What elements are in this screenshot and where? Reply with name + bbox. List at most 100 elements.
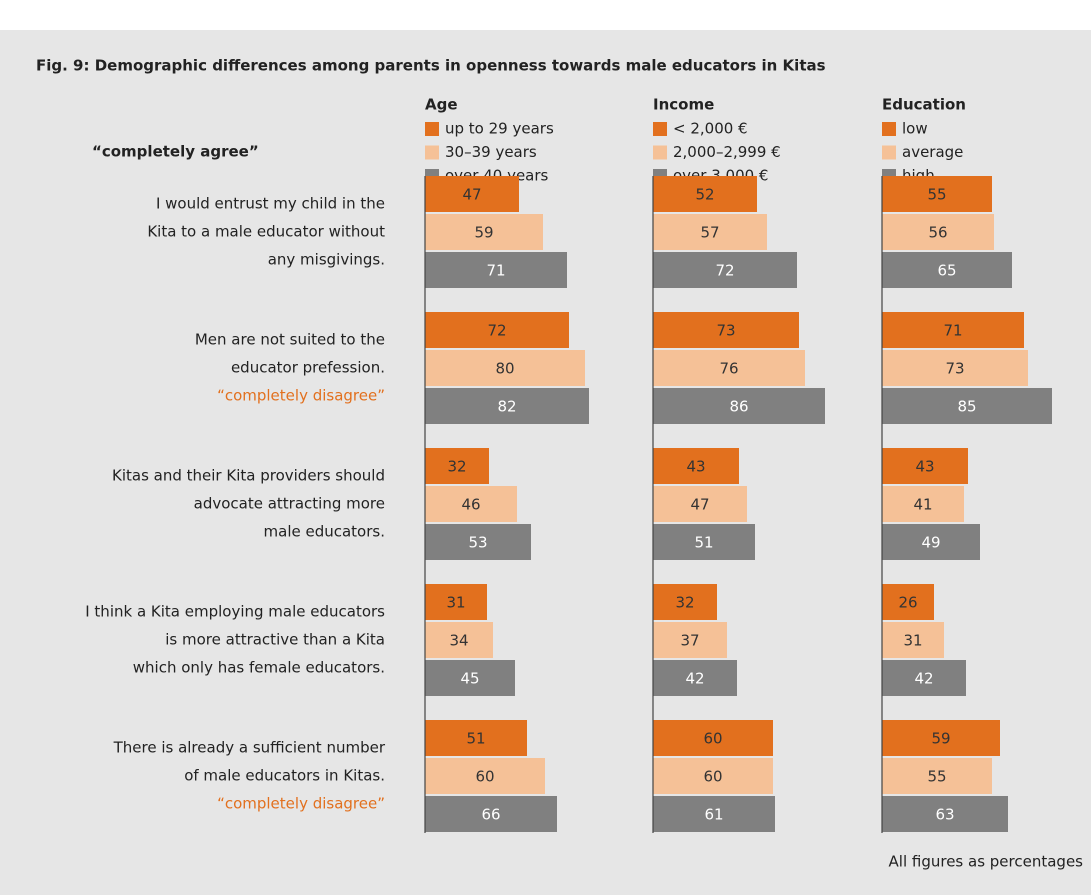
bar: [425, 660, 515, 696]
legend-swatch: [425, 122, 439, 136]
value-label: 51: [694, 534, 713, 552]
value-label: 71: [486, 262, 505, 280]
bar: [882, 796, 1008, 832]
value-label: 55: [927, 186, 946, 204]
value-label: 42: [685, 670, 704, 688]
bar: [653, 758, 773, 794]
value-label: 85: [957, 398, 976, 416]
category-label: any misgivings.: [268, 251, 385, 269]
bar: [425, 486, 517, 522]
value-label: 66: [481, 806, 500, 824]
bar: [425, 584, 487, 620]
bar: [882, 622, 944, 658]
bar: [882, 448, 968, 484]
category-label: Kitas and their Kita providers should: [112, 467, 385, 485]
bar: [425, 796, 557, 832]
value-label: 63: [935, 806, 954, 824]
legend-label: 30–39 years: [445, 143, 537, 161]
bar: [882, 486, 964, 522]
category-label: Kita to a male educator without: [147, 223, 385, 241]
value-label: 47: [690, 496, 709, 514]
bar: [425, 350, 585, 386]
legend-label: average: [902, 143, 963, 161]
bar: [653, 252, 797, 288]
legend-swatch: [882, 145, 896, 160]
value-label: 61: [704, 806, 723, 824]
footnote: All figures as percentages: [889, 853, 1084, 871]
value-label: 53: [468, 534, 487, 552]
legend-swatch: [653, 145, 667, 160]
bar: [882, 214, 994, 250]
bar: [653, 524, 755, 560]
bar: [425, 312, 569, 348]
bar: [653, 350, 805, 386]
value-label: 31: [903, 632, 922, 650]
bar: [882, 350, 1028, 386]
category-label: advocate attracting more: [194, 495, 385, 513]
bar: [653, 312, 799, 348]
category-label: which only has female educators.: [133, 659, 385, 677]
legend-label: low: [902, 120, 928, 138]
bar: [653, 720, 773, 756]
value-label: 51: [466, 730, 485, 748]
bar: [425, 388, 589, 424]
bar: [882, 388, 1052, 424]
row-header: “completely agree”: [92, 143, 259, 161]
bar: [653, 796, 775, 832]
category-label: of male educators in Kitas.: [184, 767, 385, 785]
bar: [653, 448, 739, 484]
value-label: 73: [716, 322, 735, 340]
value-label: 76: [719, 360, 738, 378]
category-label: is more attractive than a Kita: [165, 631, 385, 649]
value-label: 47: [462, 186, 481, 204]
value-label: 55: [927, 768, 946, 786]
value-label: 46: [461, 496, 480, 514]
bar: [882, 176, 992, 212]
bar: [653, 388, 825, 424]
bar: [882, 584, 934, 620]
bar: [425, 252, 567, 288]
legend-swatch: [425, 145, 439, 160]
value-label: 32: [447, 458, 466, 476]
legend-swatch: [882, 122, 896, 136]
value-label: 86: [729, 398, 748, 416]
bar: [653, 176, 757, 212]
bar: [882, 312, 1024, 348]
value-label: 43: [686, 458, 705, 476]
bar: [425, 214, 543, 250]
category-label: Men are not suited to the: [195, 331, 385, 349]
value-label: 73: [945, 360, 964, 378]
category-label: I would entrust my child in the: [156, 195, 385, 213]
category-note: “completely disagree”: [217, 795, 385, 813]
value-label: 42: [914, 670, 933, 688]
category-label: There is already a sufficient number: [113, 739, 386, 757]
legend-swatch: [653, 122, 667, 136]
value-label: 59: [931, 730, 950, 748]
value-label: 41: [913, 496, 932, 514]
bar: [882, 660, 966, 696]
category-label: I think a Kita employing male educators: [85, 603, 385, 621]
bar: [425, 622, 493, 658]
value-label: 59: [474, 224, 493, 242]
value-label: 82: [497, 398, 516, 416]
value-label: 60: [703, 730, 722, 748]
value-label: 43: [915, 458, 934, 476]
panel-title: Income: [653, 96, 714, 114]
bar: [425, 758, 545, 794]
category-label: educator prefession.: [231, 359, 385, 377]
value-label: 72: [487, 322, 506, 340]
value-label: 71: [943, 322, 962, 340]
figure-title: Fig. 9: Demographic differences among pa…: [36, 57, 826, 75]
value-label: 60: [703, 768, 722, 786]
value-label: 56: [928, 224, 947, 242]
value-label: 49: [921, 534, 940, 552]
bar: [425, 176, 519, 212]
legend-label: up to 29 years: [445, 120, 554, 138]
legend-label: 2,000–2,999 €: [673, 143, 781, 161]
panel-title: Education: [882, 96, 966, 114]
value-label: 45: [460, 670, 479, 688]
panel-title: Age: [425, 96, 458, 114]
bar: [653, 622, 727, 658]
bar: [882, 524, 980, 560]
